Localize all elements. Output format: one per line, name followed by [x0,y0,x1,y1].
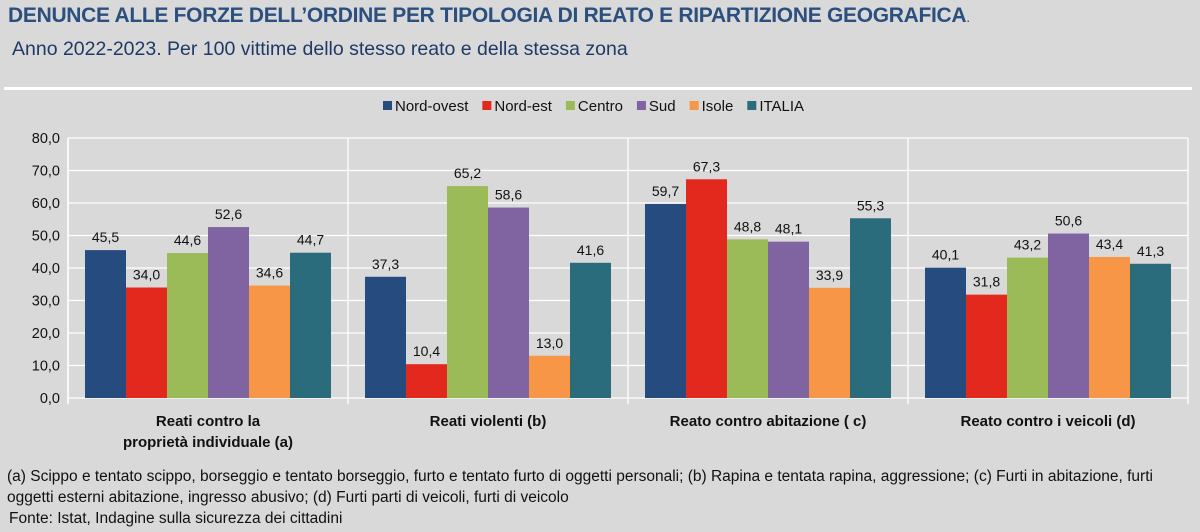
data-label: 13,0 [536,335,563,351]
y-tick-label: 70,0 [32,164,60,180]
footnote: (a) Scippo e tentato scippo, borseggio e… [7,468,1153,506]
data-label: 10,4 [413,343,440,359]
bar-centro-2 [447,186,488,398]
bar-sud-4 [1048,233,1089,398]
legend-swatch-isole [689,101,699,110]
bar-nord-ovest-2 [365,276,406,398]
source-note: Fonte: Istat, Indagine sulla sicurezza d… [9,510,343,527]
bar-isole-4 [1089,256,1130,398]
data-label: 44,7 [297,232,324,248]
chart-subtitle: Anno 2022-2023. Per 100 vittime dello st… [12,38,628,60]
divider [4,87,1192,90]
data-label: 37,3 [372,256,399,272]
category-label: Reati contro la [156,413,261,430]
data-label: 34,6 [256,265,283,281]
bar-italia-4 [1130,263,1171,398]
y-tick-label: 0,0 [40,391,60,407]
bar-italia-3 [850,218,891,398]
data-label: 43,4 [1096,236,1123,252]
bar-nord-est-3 [686,179,727,398]
category-label: Reato contro i veicoli (d) [960,413,1135,430]
bar-nord-est-4 [966,294,1007,398]
legend-swatch-nord-ovest [383,101,392,110]
data-label: 48,1 [775,221,802,237]
y-tick-label: 80,0 [32,131,60,147]
data-label: 40,1 [932,247,959,263]
y-tick-label: 30,0 [32,294,60,310]
data-label: 43,2 [1014,237,1041,253]
data-label: 45,5 [92,229,119,245]
legend-label-centro: Centro [578,98,623,115]
data-label: 67,3 [693,158,720,174]
y-tick-label: 40,0 [32,261,60,277]
data-label: 41,3 [1137,243,1164,259]
y-tick-label: 60,0 [32,196,60,212]
bar-nord-ovest-4 [925,267,966,398]
data-label: 48,8 [734,218,761,234]
legend-label-nord-est: Nord-est [494,98,552,115]
bar-nord-est-1 [126,287,167,398]
data-label: 58,6 [495,187,522,203]
data-label: 41,6 [577,242,604,258]
legend-swatch-sud [636,101,646,110]
bar-isole-1 [249,285,290,398]
bar-nord-est-2 [406,364,447,398]
category-label: proprietà individuale (a) [123,434,293,451]
bar-nord-ovest-1 [85,250,126,398]
bar-centro-1 [167,253,208,398]
bar-nord-ovest-3 [645,203,686,398]
legend-swatch-centro [565,101,575,110]
y-tick-label: 10,0 [32,359,60,375]
data-label: 52,6 [215,206,242,222]
y-tick-label: 20,0 [32,326,60,342]
data-label: 33,9 [816,267,843,283]
legend-swatch-italia [747,101,757,110]
bar-sud-2 [488,207,529,398]
legend-swatch-nord-est [482,101,492,110]
bar-centro-3 [727,239,768,398]
bar-italia-1 [290,252,331,398]
legend-label-sud: Sud [649,98,676,115]
data-label: 50,6 [1055,213,1082,229]
legend-label-isole: Isole [702,98,734,115]
bar-centro-4 [1007,257,1048,398]
data-label: 34,0 [133,267,160,283]
legend-label-nord-ovest: Nord-ovest [395,98,469,115]
bar-sud-3 [768,241,809,398]
y-tick-label: 50,0 [32,229,60,245]
data-label: 65,2 [454,165,481,181]
data-label: 31,8 [973,274,1000,290]
data-label: 55,3 [857,197,884,213]
bar-isole-2 [529,355,570,398]
data-label: 44,6 [174,232,201,248]
category-label: Reato contro abitazione ( c) [670,413,867,430]
bar-italia-2 [570,262,611,398]
category-label: Reati violenti (b) [430,413,547,430]
bar-sud-1 [208,227,249,398]
chart-title: DENUNCE ALLE FORZE DELL’ORDINE PER TIPOL… [8,4,970,27]
bar-isole-3 [809,287,850,398]
legend-label-italia: ITALIA [759,98,804,115]
data-label: 59,7 [652,183,679,199]
